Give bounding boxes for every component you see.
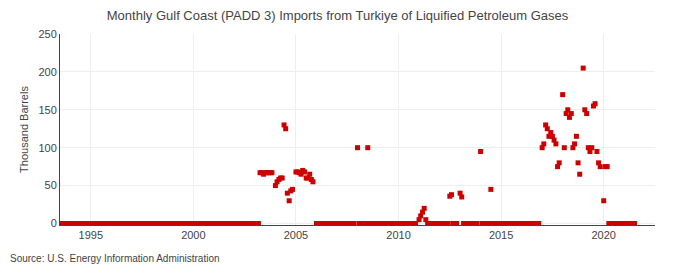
svg-text:2010: 2010: [386, 229, 410, 241]
svg-text:250: 250: [38, 28, 56, 40]
svg-text:Source: U.S. Energy Informatio: Source: U.S. Energy Information Administ…: [10, 253, 220, 264]
svg-text:Monthly Gulf Coast (PADD 3) Im: Monthly Gulf Coast (PADD 3) Imports from…: [107, 8, 569, 23]
svg-text:2020: 2020: [591, 229, 615, 241]
svg-text:0: 0: [51, 217, 57, 229]
svg-text:50: 50: [45, 179, 57, 191]
svg-text:2015: 2015: [489, 229, 513, 241]
svg-text:200: 200: [38, 66, 56, 78]
svg-text:150: 150: [38, 104, 56, 116]
svg-text:100: 100: [38, 142, 56, 154]
svg-text:1995: 1995: [79, 229, 103, 241]
svg-text:Thousand Barrels: Thousand Barrels: [18, 86, 30, 173]
svg-text:2000: 2000: [181, 229, 205, 241]
svg-text:2005: 2005: [284, 229, 308, 241]
